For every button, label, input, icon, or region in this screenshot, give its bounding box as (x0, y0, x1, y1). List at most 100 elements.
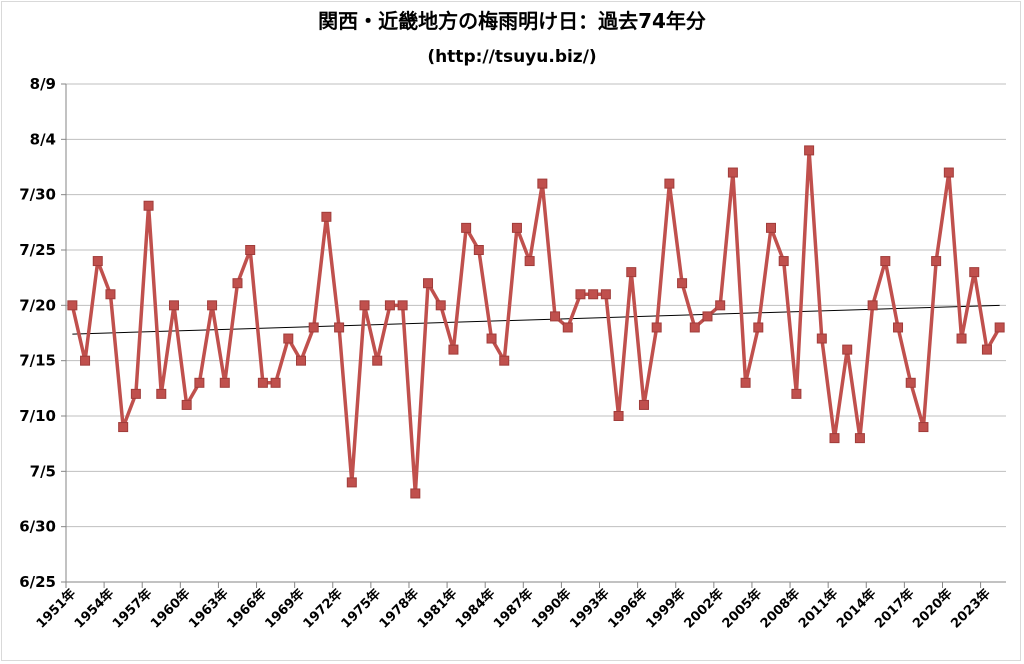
x-tick-label: 1960年 (147, 586, 193, 632)
data-point (969, 267, 980, 278)
data-point (727, 167, 738, 178)
x-tick-label: 2017年 (871, 586, 917, 632)
chart-subtitle: (http://tsuyu.biz/) (427, 47, 597, 67)
data-point (461, 222, 472, 233)
data-point (702, 311, 713, 322)
data-point (194, 377, 205, 388)
data-point (397, 300, 408, 311)
data-point (359, 300, 370, 311)
data-point (791, 388, 802, 399)
data-point (689, 322, 700, 333)
axes (61, 83, 1006, 583)
data-point (715, 300, 726, 311)
data-point (994, 322, 1005, 333)
chart-title: 関西・近畿地方の梅雨明け日：過去74年分 (318, 9, 706, 33)
data-point (372, 355, 383, 366)
data-point (448, 344, 459, 355)
data-point (473, 245, 484, 255)
data-point (423, 278, 434, 289)
x-tick-label: 1963年 (186, 586, 232, 632)
data-point (435, 300, 446, 311)
data-point (118, 422, 129, 433)
data-point (232, 278, 243, 289)
data-point (486, 333, 497, 344)
data-point (816, 333, 827, 344)
x-tick-label: 2005年 (719, 586, 765, 632)
data-point (588, 289, 599, 300)
y-tick-label: 7/25 (19, 241, 56, 259)
data-point (410, 488, 421, 499)
x-tick-label: 2014年 (833, 586, 879, 632)
y-tick-label: 7/20 (19, 296, 56, 314)
data-point (334, 322, 345, 333)
x-tick-label: 1987年 (490, 586, 536, 632)
data-point (168, 300, 179, 311)
data-point (270, 377, 281, 388)
y-tick-label: 7/30 (19, 186, 56, 204)
data-point (550, 311, 561, 322)
series-layer (67, 145, 1005, 499)
data-point (638, 399, 649, 410)
data-point (893, 322, 904, 333)
x-tick-label: 1978年 (376, 586, 422, 632)
data-point (346, 477, 357, 488)
data-point (677, 278, 688, 289)
data-point (842, 344, 853, 355)
data-point (753, 322, 764, 333)
data-point (867, 300, 878, 311)
data-point (245, 245, 256, 255)
trendline-layer (72, 304, 1000, 335)
data-point (804, 145, 815, 156)
data-point (524, 256, 535, 267)
x-tick-label: 1966年 (224, 586, 270, 632)
data-point (905, 377, 916, 388)
x-tick-label: 1993年 (567, 586, 613, 632)
data-point (308, 322, 319, 333)
data-point (664, 178, 675, 189)
data-point (511, 222, 522, 233)
data-point (931, 256, 942, 267)
trendline (72, 304, 1000, 335)
data-point (384, 300, 395, 311)
data-point (143, 200, 154, 211)
series-line (70, 148, 1002, 496)
data-point (181, 399, 192, 410)
x-tick-label: 1969年 (262, 586, 308, 632)
data-point (956, 333, 967, 344)
data-point (613, 411, 624, 421)
data-point (156, 388, 167, 399)
x-tick-label: 2011年 (795, 586, 841, 632)
data-point (92, 256, 103, 267)
x-tick-label: 2002年 (681, 586, 727, 632)
data-point (80, 355, 91, 366)
x-tick-label: 1996年 (605, 586, 651, 632)
data-point (130, 388, 141, 399)
data-point (537, 178, 548, 189)
data-point (499, 355, 510, 366)
y-tick-label: 6/30 (19, 518, 56, 536)
x-tick-label: 1990年 (528, 586, 574, 632)
data-point (257, 377, 268, 388)
data-point (778, 256, 789, 267)
data-point (626, 267, 637, 278)
data-point (740, 377, 751, 388)
data-point (880, 256, 891, 267)
x-tick-label: 1954年 (71, 586, 117, 632)
data-point (766, 222, 776, 233)
data-point (943, 167, 954, 178)
data-point (67, 300, 78, 311)
data-point (918, 422, 929, 433)
x-tick-label: 1972年 (300, 586, 346, 632)
data-point (600, 289, 611, 300)
x-tick-label: 2020年 (910, 586, 956, 632)
data-point (296, 355, 306, 366)
data-point (651, 322, 662, 333)
x-axis-labels: 1951年1954年1957年1960年1963年1966年1969年1972年… (33, 586, 994, 632)
y-tick-label: 7/15 (19, 352, 56, 370)
x-tick-label: 1957年 (109, 586, 155, 632)
y-tick-label: 8/4 (30, 130, 56, 148)
x-tick-label: 1984年 (452, 586, 498, 632)
x-tick-label: 2008年 (757, 586, 803, 632)
data-point (105, 289, 116, 300)
